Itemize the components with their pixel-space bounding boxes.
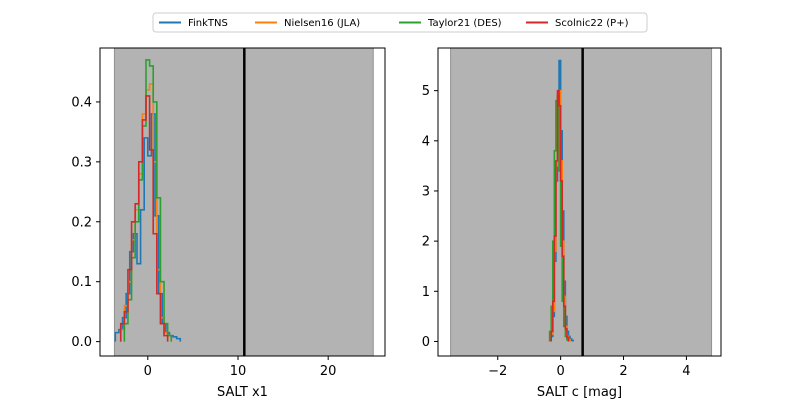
plot-area (450, 48, 713, 356)
panel-salt-c: −2 0 2 4 0 1 2 3 4 5 SALT c [mag] (422, 47, 722, 400)
legend-label: Nielsen16 (JLA) (284, 18, 360, 29)
y-tick-label: 0 (422, 335, 430, 350)
legend-label: Scolnic22 (P+) (555, 18, 629, 29)
x-tick-label: −2 (488, 364, 507, 379)
axes-frame (437, 47, 722, 357)
x-tick-label: 4 (682, 364, 690, 379)
y-tick-label: 0.3 (71, 155, 92, 170)
legend-item: Scolnic22 (P+) (526, 18, 629, 29)
legend-label: Taylor21 (DES) (427, 18, 502, 29)
y-tick-label: 5 (422, 84, 430, 99)
legend-item: FinkTNS (159, 18, 228, 29)
x-axis-label: SALT c [mag] (537, 385, 622, 400)
histogram-taylor21-des (123, 59, 173, 342)
y-tick-label: 0.4 (71, 95, 92, 110)
x-tick-label: 0 (144, 364, 152, 379)
histogram-scolnic22-p (550, 89, 570, 342)
y-tick-label: 1 (422, 285, 430, 300)
x-tick-label: 2 (619, 364, 627, 379)
legend: FinkTNS Nielsen16 (JLA) Taylor21 (DES) Scol… (152, 12, 648, 33)
histogram-taylor21-des (548, 94, 570, 342)
y-tick-label: 0.1 (71, 275, 92, 290)
legend-item: Taylor21 (DES) (399, 18, 502, 29)
y-tick-label: 2 (422, 235, 430, 250)
x-tick-label: 0 (556, 364, 564, 379)
x-tick-label: 20 (320, 364, 337, 379)
shaded-region (450, 48, 713, 356)
histogram-scolnic22-p (119, 95, 169, 342)
y-tick-label: 3 (422, 184, 430, 199)
plot-area (113, 48, 374, 356)
legend-item: Nielsen16 (JLA) (255, 18, 360, 29)
axes-frame (99, 47, 386, 357)
legend-label: FinkTNS (188, 18, 228, 29)
panel-salt-x1: 0 10 20 0.0 0.1 0.2 0.3 0.4 SALT x1 (71, 47, 386, 400)
x-tick-label: 10 (230, 364, 247, 379)
y-tick-label: 0.2 (71, 215, 92, 230)
y-tick-label: 4 (422, 134, 430, 149)
x-axis-label: SALT x1 (217, 385, 268, 400)
y-tick-label: 0.0 (71, 335, 92, 350)
